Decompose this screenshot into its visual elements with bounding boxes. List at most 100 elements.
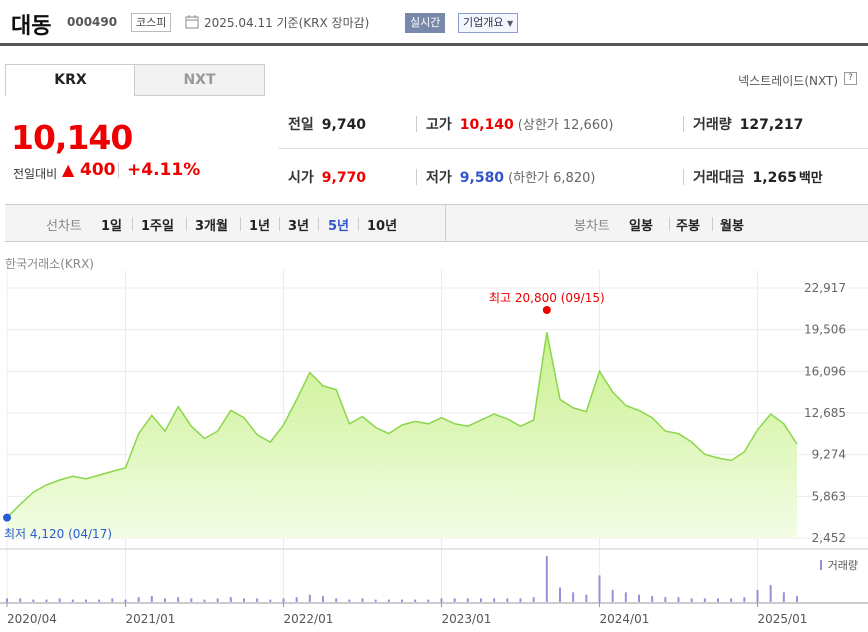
candle-monthly[interactable]: 월봉 (720, 219, 744, 234)
volume-bar (295, 597, 298, 602)
help-icon[interactable]: ? (844, 72, 857, 85)
price-area (7, 332, 797, 538)
divider (186, 217, 187, 231)
y-tick-label: 5,863 (812, 489, 846, 503)
stat-label: 거래대금 (693, 170, 745, 186)
period-1y[interactable]: 1년 (249, 219, 271, 234)
divider (240, 217, 241, 231)
volume-bar (361, 598, 364, 602)
divider (712, 217, 713, 231)
calendar-icon (185, 15, 199, 29)
change-label: 전일대비 (13, 167, 58, 181)
price-chart: 22,91719,50616,09612,6859,2745,8632,452 … (0, 270, 868, 626)
realtime-button[interactable]: 실시간 (405, 13, 446, 33)
volume-bar (401, 599, 403, 602)
company-overview-dropdown[interactable]: 기업개요 ▼ (458, 13, 519, 33)
x-tick-label: 2025/01 (758, 612, 808, 626)
divider (132, 217, 133, 231)
stat-value: 9,580 (459, 170, 505, 186)
volume-bar (19, 598, 22, 602)
period-3y[interactable]: 3년 (288, 219, 310, 234)
x-tick-label: 2023/01 (442, 612, 492, 626)
tab-nxt[interactable]: NXT (134, 64, 265, 96)
volume-bar (111, 598, 114, 602)
divider (279, 217, 280, 231)
stat-value: 1,265 (752, 170, 797, 186)
stock-code: 000490 (67, 15, 118, 29)
volume-bar (598, 575, 601, 602)
volume-bar (756, 589, 759, 602)
volume-bar (519, 598, 522, 602)
y-tick-label: 12,685 (804, 406, 846, 420)
volume-bar (348, 599, 351, 602)
stat-label: 전일 (288, 117, 314, 133)
extreme-markers: 최고 20,800 (09/15) 최저 4,120 (04/17) (3, 291, 605, 541)
stats-divider (278, 148, 868, 149)
period-1w[interactable]: 1주일 (141, 219, 174, 234)
volume-bar (322, 595, 324, 602)
divider (318, 217, 319, 231)
divider (683, 116, 684, 132)
volume-bar (335, 598, 338, 602)
volume-bar (137, 597, 140, 602)
tab-krx[interactable]: KRX (5, 64, 136, 96)
volume-label: 거래량 (828, 559, 858, 572)
volume-bars: 거래량 (6, 556, 858, 602)
stock-header: 대동 000490 코스피 2025.04.11 기준(KRX 장마감) 실시간… (0, 0, 868, 46)
y-tick-label: 19,506 (804, 323, 846, 337)
chevron-down-icon: ▼ (506, 19, 514, 28)
divider (683, 169, 684, 185)
period-1d[interactable]: 1일 (101, 219, 123, 234)
stock-name: 대동 (11, 14, 52, 39)
price-line (6, 332, 798, 519)
stat-prev-close: 전일 9,740 (288, 114, 366, 134)
stat-label: 저가 (426, 170, 452, 186)
stat-open: 시가 9,770 (288, 167, 366, 187)
volume-bar (98, 599, 101, 602)
volume-bar (743, 597, 746, 602)
stat-label: 거래량 (693, 117, 732, 133)
min-marker (3, 513, 11, 522)
max-label: 최고 20,800 (09/15) (489, 291, 605, 305)
current-price: 10,140 (11, 118, 133, 157)
period-3m[interactable]: 3개월 (195, 219, 228, 234)
x-tick-label: 2020/04 (7, 612, 57, 626)
volume-bar (651, 595, 654, 602)
stat-value: 9,740 (321, 117, 367, 133)
x-tick-label: 2021/01 (126, 612, 176, 626)
lower-limit: (하한가 6,820) (508, 171, 596, 186)
stat-value: 127,217 (739, 117, 804, 133)
volume-bar (572, 592, 575, 602)
volume-bar (71, 599, 74, 602)
volume-bar (466, 598, 469, 602)
stat-label: 시가 (288, 170, 314, 186)
stat-unit: 백만 (798, 171, 823, 186)
volume-bar (282, 598, 285, 602)
volume-bar (229, 597, 232, 602)
line-chart-label: 선차트 (46, 219, 82, 234)
volume-bar (190, 598, 193, 602)
stat-low: 저가 9,580 (하한가 6,820) (426, 167, 595, 187)
volume-bar (177, 597, 180, 602)
volume-bar (638, 594, 640, 602)
volume-bar (585, 594, 588, 602)
volume-bar (611, 589, 614, 602)
period-10y[interactable]: 10년 (367, 219, 398, 234)
min-label: 최저 4,120 (04/17) (4, 527, 112, 541)
candle-daily[interactable]: 일봉 (629, 219, 653, 234)
candle-weekly[interactable]: 주봉 (676, 219, 700, 234)
volume-bar (124, 599, 127, 602)
volume-bar (559, 587, 561, 602)
upper-limit: (상한가 12,660) (517, 118, 614, 133)
volume-bar (203, 599, 206, 602)
period-5y[interactable]: 5년 (328, 219, 350, 234)
volume-bar (256, 598, 259, 602)
exchange-label: 한국거래소(KRX) (5, 257, 94, 271)
volume-bar (624, 592, 627, 602)
divider (358, 217, 359, 231)
y-tick-label: 22,917 (804, 281, 846, 295)
y-tick-label: 16,096 (804, 364, 846, 378)
company-overview-label: 기업개요 (463, 16, 504, 29)
y-axis: 22,917 19,506 16,096 12,685 9,274 5,863 2,452 (804, 281, 846, 545)
nextrade-link[interactable]: 넥스트레이드(NXT) (738, 74, 838, 88)
